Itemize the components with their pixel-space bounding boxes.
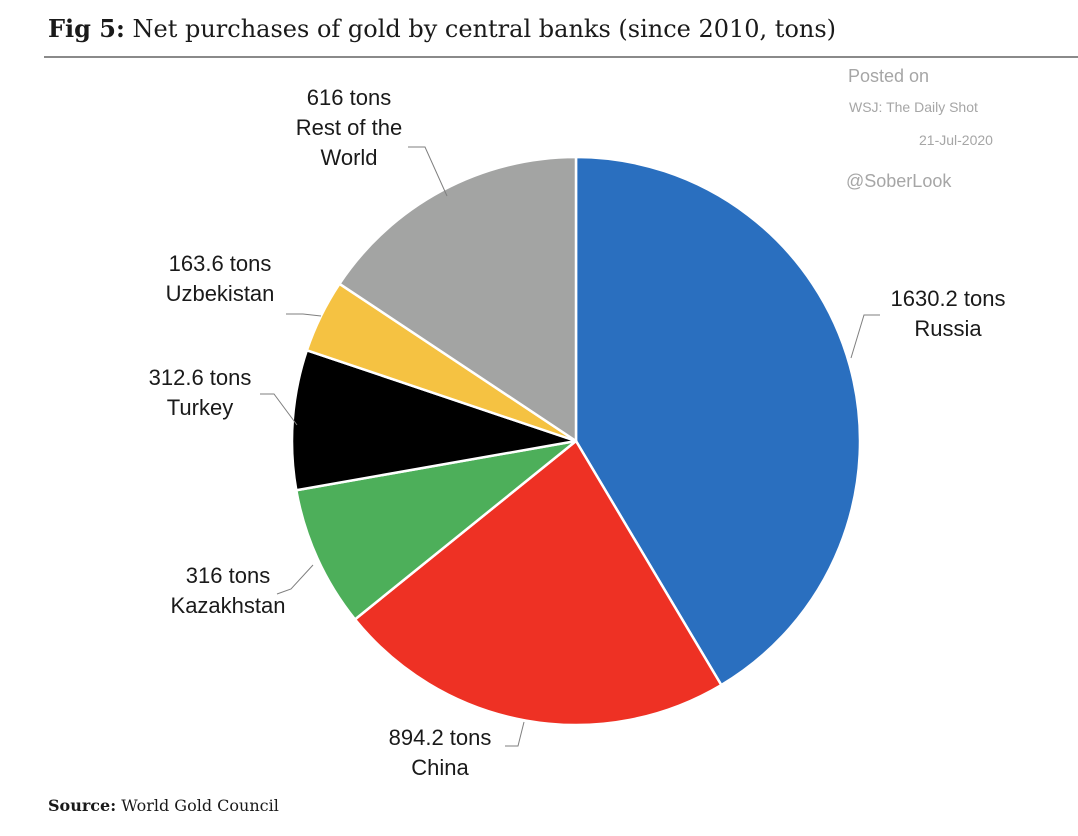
slice-label-kazakhstan: 316 tons Kazakhstan <box>171 563 286 618</box>
slice-name-kazakhstan: Kazakhstan <box>171 593 286 618</box>
slice-value-russia: 1630.2 tons <box>891 286 1006 311</box>
leader-line-kazakhstan <box>276 564 314 595</box>
source-note: Source: World Gold Council <box>48 796 279 815</box>
leader-line-uzbekistan <box>286 313 322 317</box>
watermark-posted: Posted on <box>848 66 930 86</box>
slice-label-turkey: 312.6 tons Turkey <box>149 365 252 420</box>
slice-label-china: 894.2 tons China <box>389 725 492 780</box>
pie-slice-kazakhstan <box>295 439 578 621</box>
pie-slice-china <box>353 439 723 727</box>
slice-name-rest-of-the-world-line2: World <box>320 145 377 170</box>
slice-label-uzbekistan: 163.6 tons Uzbekistan <box>166 251 275 306</box>
chart-title-text: Net purchases of gold by central banks (… <box>132 15 837 43</box>
watermark-outlet: WSJ: The Daily Shot <box>849 99 978 115</box>
slice-value-china: 894.2 tons <box>389 725 492 750</box>
slice-value-uzbekistan: 163.6 tons <box>169 251 272 276</box>
slice-value-kazakhstan: 316 tons <box>186 563 270 588</box>
source-text: World Gold Council <box>121 796 279 815</box>
leader-line-rest-of-the-world <box>408 146 448 197</box>
pie-slice-russia <box>574 155 862 687</box>
watermark-handle: @SoberLook <box>846 171 952 191</box>
label-leaders <box>260 146 880 747</box>
leader-line-china <box>505 721 525 747</box>
slice-value-rest-of-the-world: 616 tons <box>307 85 391 110</box>
slice-name-rest-of-the-world-line1: Rest of the <box>296 115 402 140</box>
slice-name-china: China <box>411 755 469 780</box>
slice-name-russia: Russia <box>914 316 982 341</box>
pie-slices <box>290 155 862 727</box>
slice-labels: 1630.2 tons Russia 894.2 tons China 316 tons… <box>149 85 1006 780</box>
watermark-date: 21-Jul-2020 <box>919 132 993 148</box>
title-rule <box>44 56 1078 58</box>
slice-name-uzbekistan: Uzbekistan <box>166 281 275 306</box>
chart-title: Fig 5: Net purchases of gold by central … <box>48 14 836 43</box>
leader-line-turkey <box>260 393 298 426</box>
slice-label-russia: 1630.2 tons Russia <box>891 286 1006 341</box>
leader-line-russia <box>850 314 880 359</box>
slice-name-turkey: Turkey <box>167 395 233 420</box>
source-prefix: Source: <box>48 796 117 815</box>
slice-value-turkey: 312.6 tons <box>149 365 252 390</box>
pie-slice-rest-of-the-world <box>338 155 578 443</box>
slice-label-rest-of-the-world: 616 tons Rest of the World <box>296 85 402 170</box>
figure-number: Fig 5: <box>48 14 125 43</box>
